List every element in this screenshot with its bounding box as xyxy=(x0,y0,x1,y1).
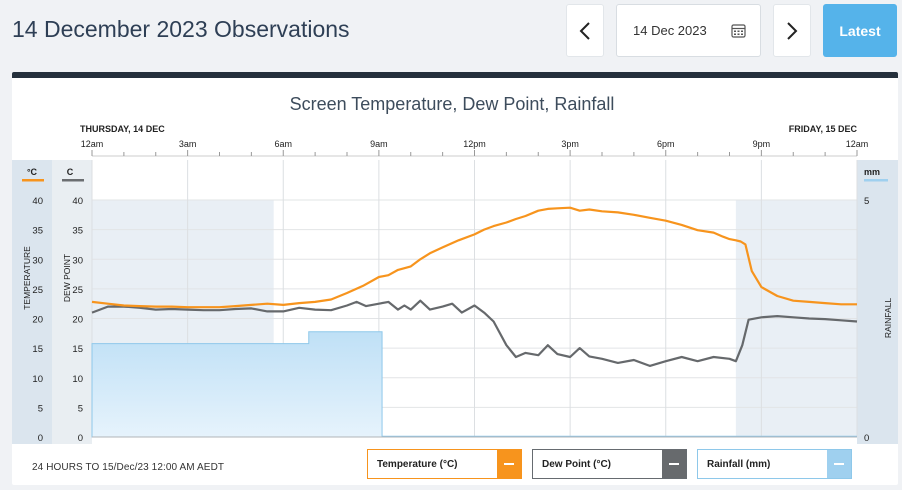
chevron-right-icon xyxy=(787,21,798,40)
legend-rainfall-label: Rainfall (mm) xyxy=(707,458,771,470)
rainfall-tick-5: 5 xyxy=(864,196,869,207)
temperature-line xyxy=(91,206,857,309)
page-title: 14 December 2023 Observations xyxy=(12,16,350,42)
legend-dew-point-toggle[interactable]: Dew Point (°C) xyxy=(532,449,687,479)
temperature-tick-10: 10 xyxy=(32,374,43,385)
dew-point-axis-swatch xyxy=(62,179,84,182)
temperature-tick-5: 5 xyxy=(38,403,43,414)
temperature-tick-30: 30 xyxy=(32,255,43,266)
rainfall-tick-0: 0 xyxy=(864,433,869,444)
temperature-unit-label: °C xyxy=(27,167,38,177)
legend-temperature-label: Temperature (°C) xyxy=(377,458,458,470)
x-tick-label-1: 3am xyxy=(179,139,197,149)
day-label-end: FRIDAY, 15 DEC xyxy=(789,124,858,134)
legend-dew-point-label: Dew Point (°C) xyxy=(542,458,611,470)
day-label-start: THURSDAY, 14 DEC xyxy=(80,124,165,134)
temperature-tick-15: 15 xyxy=(32,344,43,355)
date-value: 14 Dec 2023 xyxy=(633,23,707,38)
legend-temperature-toggle[interactable]: Temperature (°C) xyxy=(367,449,522,479)
dew-point-tick-20: 20 xyxy=(72,315,83,326)
x-tick-label-2: 6am xyxy=(274,139,292,149)
temperature-tick-35: 35 xyxy=(32,226,43,237)
minus-icon xyxy=(497,450,521,478)
x-tick-label-0: 12am xyxy=(81,139,104,149)
rainfall-axis-panel xyxy=(857,160,898,444)
temperature-tick-25: 25 xyxy=(32,285,43,296)
x-tick-label-3: 9am xyxy=(370,139,388,149)
dew-point-axis-title: DEW POINT xyxy=(62,254,72,302)
observations-chart-panel: Screen Temperature, Dew Point, Rainfall … xyxy=(12,72,898,485)
x-tick-label-7: 9pm xyxy=(753,139,771,149)
dew-point-tick-0: 0 xyxy=(78,433,83,444)
dew-point-unit-label: C xyxy=(67,167,74,177)
temperature-axis-panel xyxy=(12,160,52,444)
temperature-axis-title: TEMPERATURE xyxy=(22,246,32,310)
legend-rainfall-toggle[interactable]: Rainfall (mm) xyxy=(697,449,852,479)
dew-point-tick-40: 40 xyxy=(72,196,83,207)
temperature-tick-40: 40 xyxy=(32,196,43,207)
chart-title: Screen Temperature, Dew Point, Rainfall xyxy=(290,94,615,114)
x-tick-label-6: 6pm xyxy=(657,139,675,149)
rainfall-axis-title: RAINFALL xyxy=(883,298,893,338)
rainfall-area xyxy=(91,331,383,438)
calendar-icon xyxy=(731,24,746,38)
temperature-tick-20: 20 xyxy=(32,315,43,326)
chevron-left-icon xyxy=(579,21,590,40)
rainfall-unit-label: mm xyxy=(864,167,880,177)
rainfall-axis-swatch xyxy=(864,179,888,182)
x-tick-label-8: 12am xyxy=(846,139,869,149)
dew-point-tick-35: 35 xyxy=(72,226,83,237)
x-tick-label-5: 3pm xyxy=(561,139,579,149)
dew-point-tick-5: 5 xyxy=(78,403,83,414)
observations-chart: Screen Temperature, Dew Point, Rainfall … xyxy=(12,94,898,444)
temperature-axis-swatch xyxy=(22,179,44,182)
latest-button[interactable]: Latest xyxy=(823,4,897,57)
dew-point-tick-25: 25 xyxy=(72,285,83,296)
minus-icon xyxy=(662,450,686,478)
period-note: 24 HOURS TO 15/Dec/23 12:00 AM AEDT xyxy=(32,462,225,473)
minus-icon xyxy=(827,450,851,478)
dew-point-tick-30: 30 xyxy=(72,255,83,266)
dew-point-tick-10: 10 xyxy=(72,374,83,385)
temperature-tick-0: 0 xyxy=(38,433,43,444)
dew-point-line xyxy=(91,299,858,367)
dew-point-axis-panel xyxy=(52,160,92,444)
dew-point-tick-15: 15 xyxy=(72,344,83,355)
next-day-button[interactable] xyxy=(773,4,811,57)
previous-day-button[interactable] xyxy=(566,4,604,57)
x-tick-label-4: 12pm xyxy=(463,139,486,149)
date-picker-field[interactable]: 14 Dec 2023 xyxy=(616,4,761,57)
